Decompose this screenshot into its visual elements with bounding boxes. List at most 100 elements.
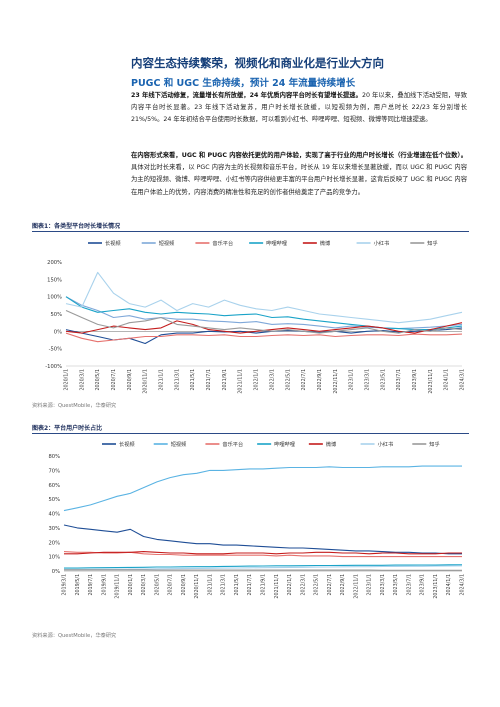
series-line <box>65 327 463 345</box>
legend-label: 知乎 <box>427 239 437 247</box>
section-subheading: PUGC 和 UGC 生命持续，预计 24 年流量持续增长 <box>131 78 356 89</box>
x-tick-label: 2020/9/1 <box>181 574 187 596</box>
paragraph-2-body: 具体对比时长来看，以 PGC 内容为主的长视频和音乐平台，时长从 19 年以来增… <box>131 164 467 196</box>
x-tick-label: 2020/7/1 <box>168 574 174 596</box>
x-tick-label: 2022/5/1 <box>314 574 320 596</box>
y-axis: 0% 10% 20% 30% 40% 50% 60% 70% 80% <box>48 454 60 575</box>
x-tick-label: 2024/1/1 <box>444 369 450 391</box>
paragraph-1: 23 年线下活动修复，流量增长有所放缓，24 年优质内容平台时长有望增长提速。2… <box>131 90 467 127</box>
x-tick-label: 2020/11/1 <box>143 369 149 394</box>
series-line <box>65 309 463 334</box>
x-tick-label: 2023/1/1 <box>367 574 373 596</box>
x-tick-label: 2021/11/1 <box>274 574 280 599</box>
legend-label: 哔哩哔哩 <box>274 440 295 448</box>
x-tick-label: 2022/3/1 <box>300 574 306 596</box>
y-tick-label: 0% <box>52 569 60 575</box>
legend-item: 音乐平台 <box>205 440 243 448</box>
legend-item: 哔哩哔哩 <box>257 440 295 448</box>
x-tick-label: 2022/5/1 <box>285 369 291 391</box>
x-tick-label: 2022/1/1 <box>287 574 293 596</box>
x-tick-label: 2021/7/1 <box>247 574 253 596</box>
x-tick-label: 2021/7/1 <box>206 369 212 391</box>
x-tick-label: 2020/9/1 <box>127 369 133 391</box>
series-line <box>64 565 463 571</box>
y-tick-label: 150% <box>47 277 62 283</box>
series-line <box>65 332 463 343</box>
x-tick-label: 2020/7/1 <box>111 369 117 391</box>
y-tick-label: 70% <box>48 468 60 474</box>
x-tick-label: 2021/9/1 <box>222 369 228 391</box>
x-tick-label: 2020/3/1 <box>141 574 147 596</box>
y-tick-label: 200% <box>47 260 62 266</box>
x-tick-label: 2021/1/1 <box>207 574 213 596</box>
x-tick-label: 2022/11/1 <box>353 574 359 599</box>
figure-1-source: 资料来源：QuestMobile，华泰研究 <box>32 403 117 409</box>
x-tick-label: 2023/11/1 <box>433 574 439 599</box>
x-tick-label: 2020/1/1 <box>128 574 134 596</box>
chart-legend: 长视频 短视频 音乐平台 哔哩哔哩 微博 小红书 知乎 <box>102 440 440 448</box>
x-tick-label: 2022/7/1 <box>301 369 307 391</box>
figure-2-rule <box>32 433 469 434</box>
x-tick-label: 2021/3/1 <box>174 369 180 391</box>
x-tick-label: 2023/1/1 <box>349 369 355 391</box>
paragraph-1-body: 20 年以来，叠加线下活动受阻，导致内容平台时长显著。23 年线下活动复苏，用户… <box>131 92 467 124</box>
figure-1-title: 图表1：各类型平台时长增长情况 <box>32 223 121 230</box>
legend-label: 长视频 <box>105 239 121 247</box>
x-tick-label: 2020/5/1 <box>154 574 160 596</box>
series-line <box>65 271 463 324</box>
paragraph-1-lead: 23 年线下活动修复，流量增长有所放缓，24 年优质内容平台时长有望增长提速。 <box>131 92 362 99</box>
figure-2-title: 图表2：平台用户时长占比 <box>32 425 103 432</box>
x-tick-label: 2024/3/1 <box>460 369 466 391</box>
x-tick-label: 2023/5/1 <box>393 574 399 596</box>
x-tick-label: 2021/9/1 <box>261 574 267 596</box>
legend-label: 小红书 <box>374 239 390 247</box>
legend-item: 知乎 <box>410 239 438 247</box>
figure-1-rule <box>32 231 469 232</box>
x-tick-label: 2023/11/1 <box>428 369 434 394</box>
paragraph-2: 在内容形式来看，UGC 和 PUGC 内容依托更优的用户体验，实现了高于行业的用… <box>131 150 467 199</box>
legend-label: 哔哩哔哩 <box>266 239 287 247</box>
series-line <box>63 465 462 512</box>
x-tick-label: 2023/5/1 <box>380 369 386 391</box>
legend-label: 短视频 <box>171 440 187 448</box>
y-tick-label: 50% <box>50 312 62 318</box>
legend-label: 知乎 <box>429 440 439 448</box>
x-tick-label: 2023/9/1 <box>420 574 426 596</box>
legend-label: 音乐平台 <box>212 239 233 247</box>
series-line <box>63 524 462 555</box>
x-tick-label: 2022/3/1 <box>269 369 275 391</box>
x-tick-label: 2023/3/1 <box>380 574 386 596</box>
x-tick-label: 2020/5/1 <box>95 369 101 391</box>
series-line <box>65 296 463 331</box>
y-tick-label: 40% <box>48 512 60 518</box>
x-tick-label: 2021/5/1 <box>234 574 240 596</box>
x-tick-label: 2020/1/1 <box>64 369 70 391</box>
legend-item: 小红书 <box>360 440 394 448</box>
x-tick-label: 2019/5/1 <box>75 574 81 596</box>
y-tick-label: 50% <box>48 497 60 503</box>
series-line <box>64 551 462 555</box>
x-tick-label: 2021/11/1 <box>238 369 244 394</box>
x-tick-label: 2022/11/1 <box>333 369 339 394</box>
x-tick-label: 2023/9/1 <box>412 369 418 391</box>
legend-label: 微博 <box>326 440 336 448</box>
legend-item: 长视频 <box>102 440 135 448</box>
x-tick-label: 2020/3/1 <box>79 369 85 391</box>
x-tick-label: 2021/3/1 <box>221 574 227 596</box>
y-tick-label: 0% <box>54 329 62 335</box>
x-tick-label: 2019/11/1 <box>115 574 121 599</box>
y-tick-label: 20% <box>48 540 60 546</box>
x-tick-label: 2022/9/1 <box>340 574 346 596</box>
legend-item: 音乐平台 <box>195 239 233 247</box>
legend-label: 小红书 <box>378 440 394 448</box>
y-tick-label: 100% <box>47 295 62 301</box>
legend-item: 知乎 <box>412 440 440 448</box>
x-tick-label: 2020/11/1 <box>194 574 200 599</box>
paragraph-2-lead: 在内容形式来看，UGC 和 PUGC 内容依托更优的用户体验，实现了高于行业的用… <box>131 152 467 159</box>
x-tick-label: 2023/7/1 <box>406 574 412 596</box>
legend-item: 短视频 <box>153 440 187 448</box>
x-tick-label: 2024/3/1 <box>460 574 466 596</box>
y-tick-label: -100% <box>45 364 62 370</box>
y-tick-label: 10% <box>48 555 60 561</box>
